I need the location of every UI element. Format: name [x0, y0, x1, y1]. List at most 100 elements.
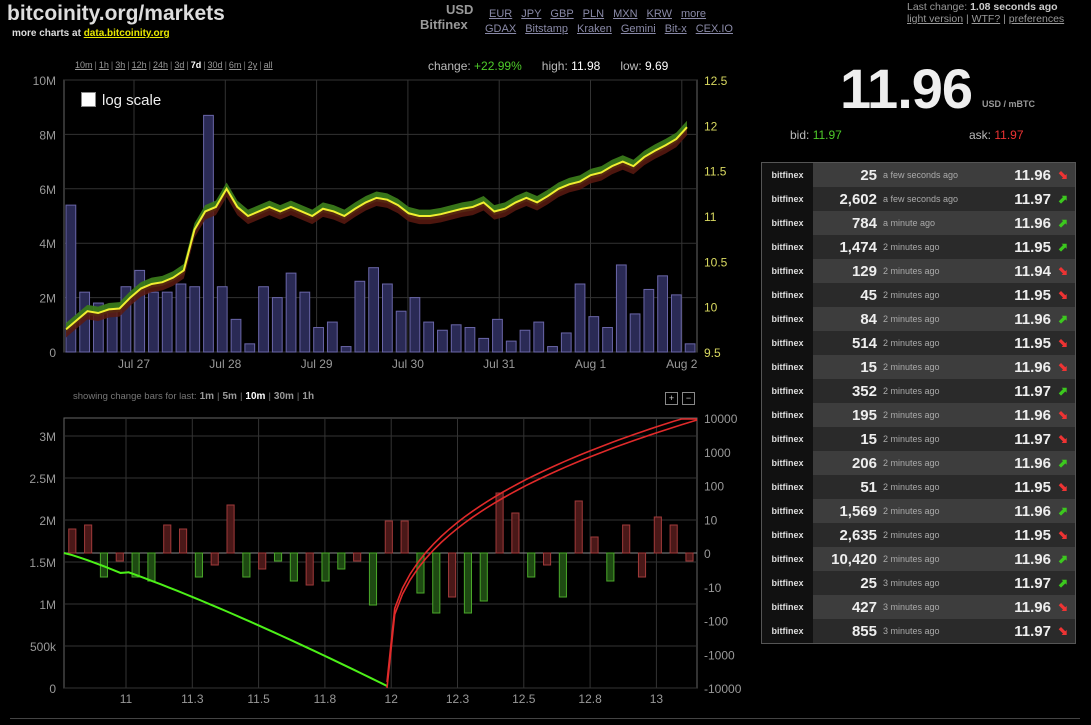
currency-link-eur[interactable]: EUR — [489, 8, 513, 20]
zoom-out-button[interactable]: − — [682, 392, 695, 405]
chart2-yright-tick: 100 — [704, 480, 724, 494]
range-option-2y[interactable]: 2y — [247, 60, 258, 70]
preferences-link[interactable]: preferences — [1008, 13, 1065, 25]
exchange-link-kraken[interactable]: Kraken — [576, 23, 612, 35]
current-price: 11.96 — [840, 57, 973, 120]
trade-row: bitfinex 15 2 minutes ago 11.96 ⬊ — [762, 355, 1075, 379]
trade-amount: 45 — [860, 286, 877, 304]
trade-price: 11.95 — [1014, 526, 1051, 544]
price-unit: USD / mBTC — [982, 99, 1036, 109]
range-option-12h[interactable]: 12h — [131, 60, 147, 70]
log-scale-checkbox[interactable] — [81, 92, 96, 107]
arrow-down-icon: ⬊ — [1057, 600, 1069, 614]
trade-exchange: bitfinex — [762, 403, 813, 427]
volume-bar — [244, 343, 256, 353]
chart2-x-tick: 13 — [650, 692, 664, 706]
chart2-x-tick: 12.3 — [446, 692, 470, 706]
chart1-yleft-tick: 10M — [33, 74, 56, 88]
price-volume-chart[interactable]: Jul 27 Jul 28 Jul 29 Jul 30 Jul 31 Aug 1 Aug 2… — [33, 74, 728, 371]
data-bitcoinity-link[interactable]: data.bitcoinity.org — [83, 28, 170, 39]
currency-link-krw[interactable]: KRW — [646, 8, 672, 20]
change-bars-chart[interactable]: 11 11.3 11.5 11.8 12 12.3 12.5 12.8 13 3M 2.5M 2M 1.… — [29, 412, 741, 706]
trade-exchange: bitfinex — [762, 187, 813, 211]
change-bar — [637, 552, 647, 578]
zoom-in-button[interactable]: + — [665, 392, 678, 405]
currency-link-pln[interactable]: PLN — [582, 8, 605, 20]
wtf-link[interactable]: WTF? — [971, 13, 1001, 25]
bars-option-1m[interactable]: 1m — [199, 391, 215, 402]
trade-row: bitfinex 15 2 minutes ago 11.97 ⬊ — [762, 427, 1075, 451]
change-bar — [305, 552, 314, 586]
range-option-3h[interactable]: 3h — [115, 60, 126, 70]
chart2-x-tick: 12.5 — [512, 692, 536, 706]
volume-bar — [464, 327, 476, 353]
range-option-6m[interactable]: 6m — [228, 60, 242, 70]
change-bar — [574, 500, 583, 554]
trade-amount: 352 — [851, 382, 877, 400]
volume-bar — [230, 318, 242, 353]
bid-price: bid: 11.97 — [790, 128, 842, 142]
trade-price: 11.96 — [1014, 358, 1051, 376]
range-option-7d[interactable]: 7d — [190, 60, 202, 70]
exchange-link-gemini[interactable]: Gemini — [620, 23, 656, 35]
chart2-yright-tick: 10 — [704, 513, 718, 527]
range-option-30d[interactable]: 30d — [207, 60, 223, 70]
exchange-link-cexio[interactable]: CEX.IO — [695, 23, 733, 35]
bars-option-10m[interactable]: 10m — [245, 391, 266, 402]
currency-link-mxn[interactable]: MXN — [613, 8, 638, 20]
trade-row: bitfinex 206 2 minutes ago 11.96 ⬈ — [762, 451, 1075, 475]
trade-row: bitfinex 784 a minute ago 11.96 ⬈ — [762, 211, 1075, 235]
volume-bar — [271, 297, 283, 353]
trade-price: 11.97 — [1014, 574, 1051, 592]
currency-link-more[interactable]: more — [680, 8, 707, 20]
change-bar — [258, 552, 267, 570]
exchange-link-bitx[interactable]: Bit-x — [664, 23, 687, 35]
arrow-down-icon: ⬊ — [1057, 432, 1069, 446]
last-change-label: Last change: — [907, 1, 968, 13]
range-option-10m[interactable]: 10m — [75, 60, 93, 70]
chart1-yleft-tick: 8M — [39, 128, 56, 142]
trade-exchange: bitfinex — [762, 355, 813, 379]
site-title[interactable]: bitcoinity.org/markets — [7, 2, 225, 25]
trade-row: bitfinex 25 3 minutes ago 11.97 ⬈ — [762, 571, 1075, 595]
range-option-all[interactable]: all — [263, 60, 273, 70]
volume-bar — [299, 291, 311, 353]
trade-exchange: bitfinex — [762, 427, 813, 451]
trade-amount: 514 — [851, 334, 877, 352]
trade-amount: 15 — [860, 358, 877, 376]
currency-link-gbp[interactable]: GBP — [550, 8, 574, 20]
selected-exchange: Bitfinex — [420, 17, 468, 32]
trade-row: bitfinex 2,602 a few seconds ago 11.97 ⬈ — [762, 187, 1075, 211]
change-bar — [495, 492, 504, 554]
exchange-link-gdax[interactable]: GDAX — [485, 23, 517, 35]
bars-option-30m[interactable]: 30m — [273, 391, 294, 402]
trade-exchange: bitfinex — [762, 331, 813, 355]
exchange-link-bitstamp[interactable]: Bitstamp — [525, 23, 568, 35]
bars-option-5m[interactable]: 5m — [222, 391, 237, 402]
change-bar — [685, 552, 694, 562]
change-bar — [68, 528, 77, 554]
volume-bar — [519, 329, 531, 353]
chart1-yright-tick: 11 — [704, 210, 717, 224]
bars-option-1h[interactable]: 1h — [302, 391, 315, 402]
change-bar — [353, 552, 362, 562]
light-version-link[interactable]: light version — [907, 13, 964, 25]
change-bar — [384, 520, 393, 554]
trade-time: a minute ago — [883, 218, 936, 228]
trade-row: bitfinex 427 3 minutes ago 11.96 ⬊ — [762, 595, 1075, 619]
chart2-yright-tick: 1000 — [704, 446, 731, 460]
trade-time: 2 minutes ago — [883, 482, 940, 492]
trade-time: 2 minutes ago — [883, 386, 940, 396]
chart1-x-tick: Aug 1 — [575, 357, 607, 371]
ask-value: 11.97 — [994, 128, 1024, 142]
trade-time: 2 minutes ago — [883, 434, 940, 444]
change-bar — [115, 552, 124, 562]
range-option-1h[interactable]: 1h — [98, 60, 109, 70]
chart2-x-tick: 12 — [385, 692, 399, 706]
currency-link-jpy[interactable]: JPY — [521, 8, 542, 20]
trade-row: bitfinex 195 2 minutes ago 11.96 ⬊ — [762, 403, 1075, 427]
trade-exchange: bitfinex — [762, 571, 813, 595]
range-option-3d[interactable]: 3d — [174, 60, 185, 70]
trade-price: 11.96 — [1014, 310, 1051, 328]
range-option-24h[interactable]: 24h — [152, 60, 168, 70]
